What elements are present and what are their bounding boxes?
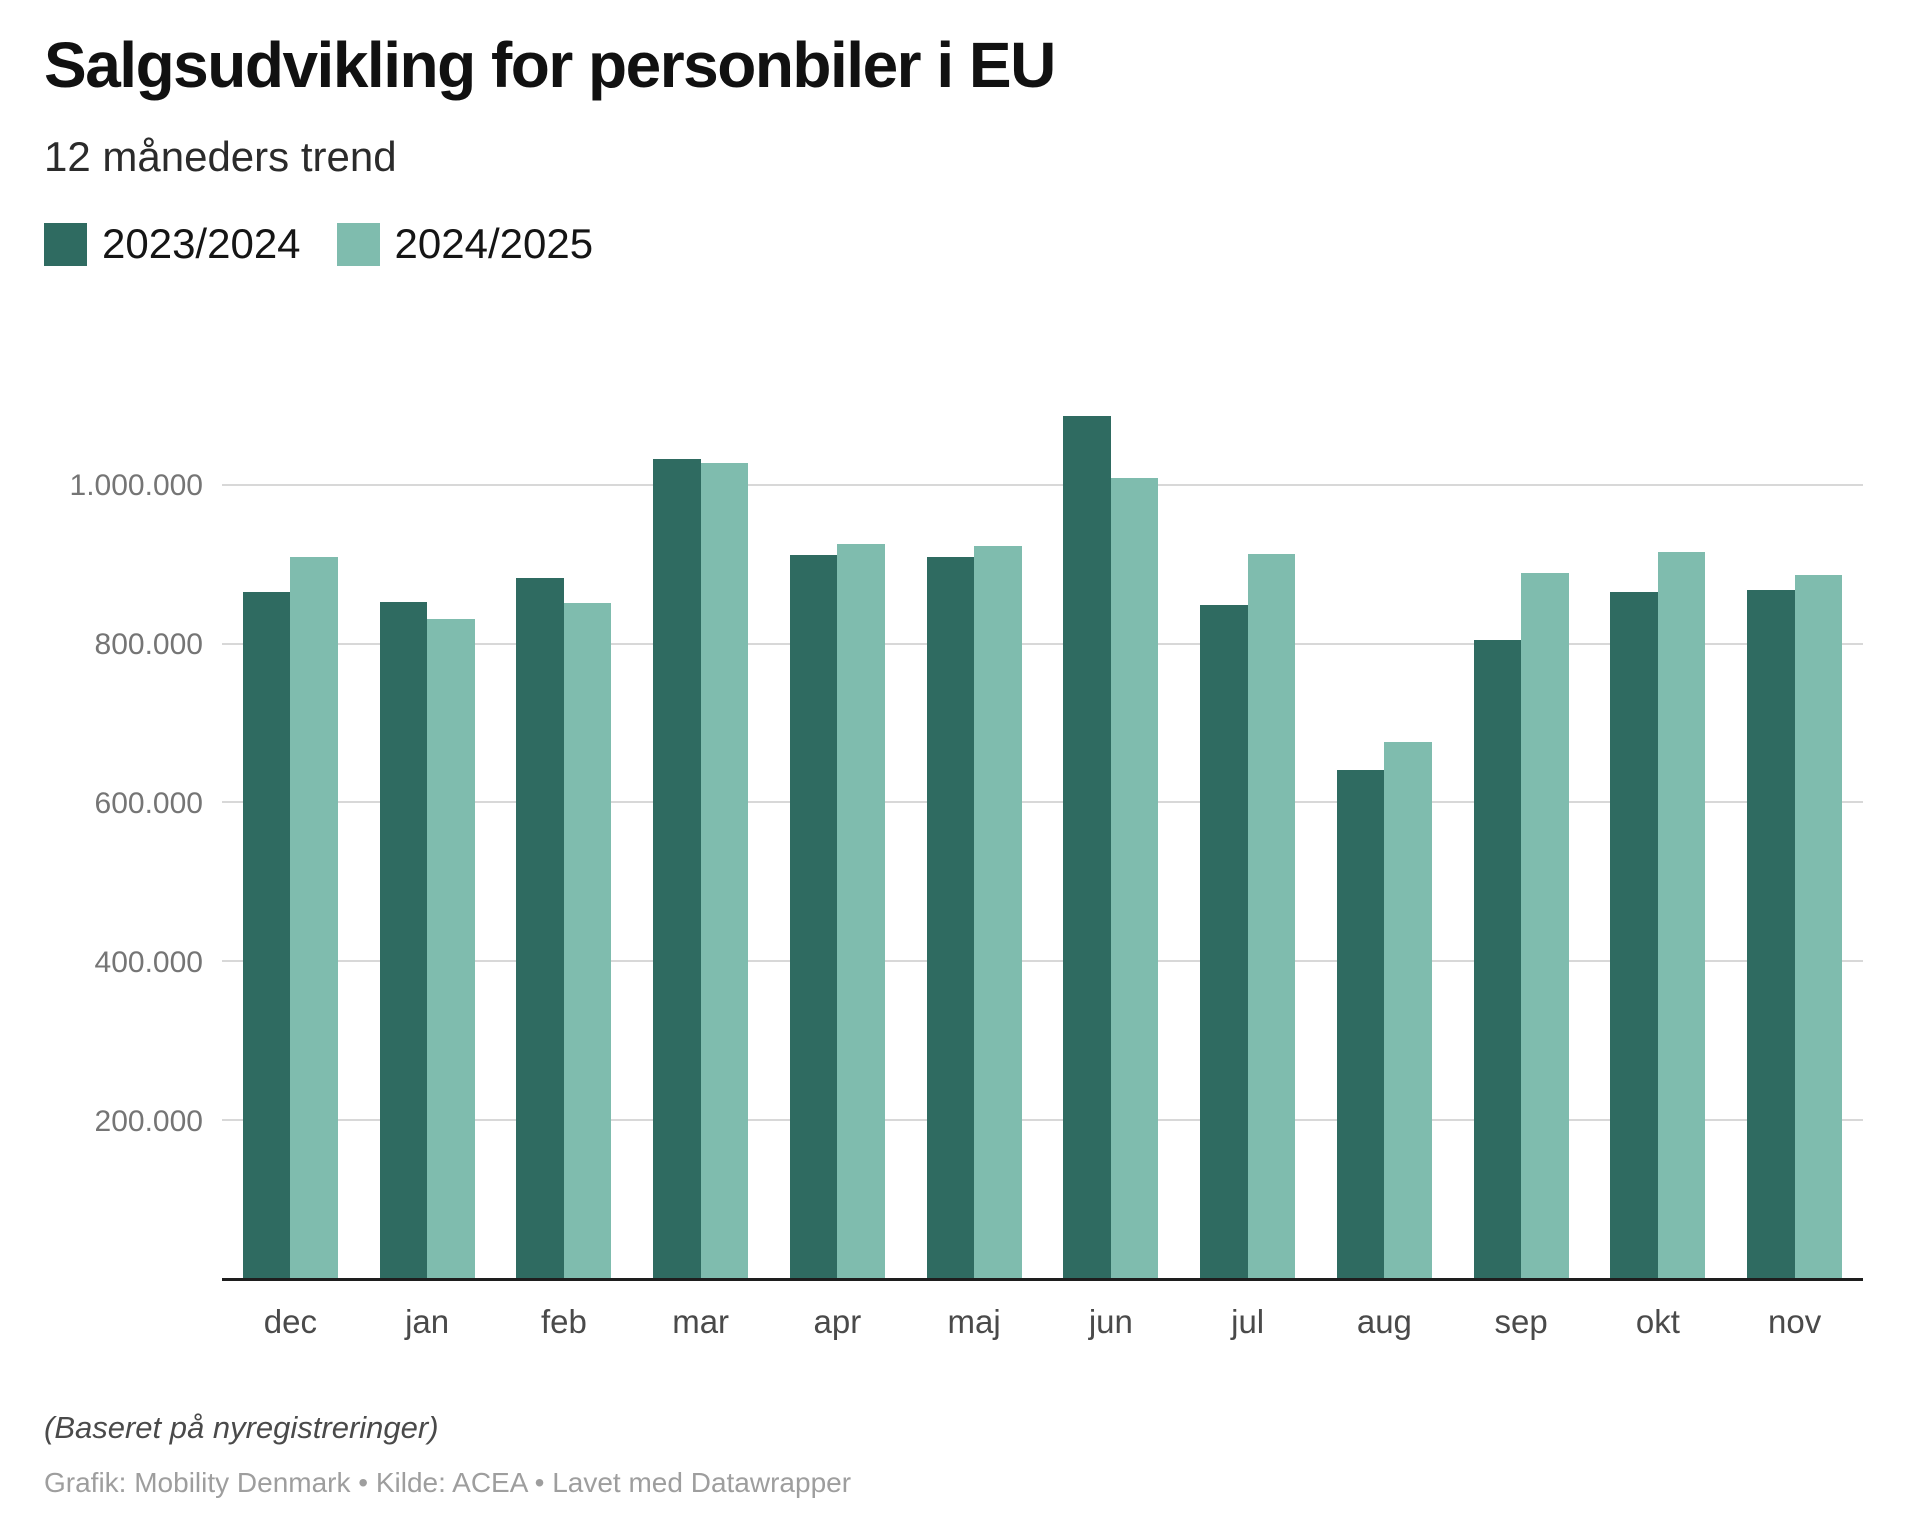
x-axis-label-feb: feb [540,1303,587,1340]
y-axis: 200.000 400.000 600.000 800.000 1.000.000 [0,300,203,1281]
bar-2023-2024-dec[interactable] [242,591,291,1278]
x-axis-label-aug: aug [1356,1303,1412,1340]
x-axis-label-maj: maj [947,1303,1001,1340]
bar-2024-2025-jan[interactable] [427,618,475,1278]
bar-group-mar [632,300,769,1278]
y-axis-label: 200.000 [94,1105,203,1139]
gridline [222,484,1863,487]
bar-pair-maj [926,300,1022,1278]
legend-label: 2024/2025 [394,220,594,268]
bar-2024-2025-aug[interactable] [1384,742,1432,1278]
gridline [222,959,1863,962]
bar-2024-2025-apr[interactable] [837,544,885,1278]
bar-2024-2025-maj[interactable] [974,545,1022,1278]
legend-item-2023-2024: 2023/2024 [44,220,301,268]
legend-label: 2023/2024 [102,220,301,268]
bar-2023-2024-apr[interactable] [789,555,838,1278]
bar-2023-2024-feb[interactable] [516,578,564,1278]
chart-footer: (Baseret på nyregistreringer) Grafik: Mo… [44,1406,851,1502]
y-axis-label: 800.000 [94,628,203,662]
bar-2024-2025-dec[interactable] [290,556,338,1278]
bars-layer [222,300,1863,1278]
legend-swatch-2023-2024 [44,222,87,266]
bar-group-aug [1316,300,1453,1278]
bar-group-jun [1043,300,1180,1278]
bar-2023-2024-okt[interactable] [1610,592,1658,1278]
bar-2023-2024-aug[interactable] [1336,769,1385,1278]
x-axis-label-dec: dec [263,1303,317,1340]
bar-group-jul [1179,300,1316,1278]
bar-pair-aug [1336,300,1432,1278]
bar-pair-dec [242,300,338,1278]
x-axis-label-apr: apr [813,1303,862,1340]
bar-group-sep [1453,300,1590,1278]
x-axis-label-jun: jun [1088,1303,1133,1340]
chart-note: (Baseret på nyregistreringer) [44,1410,439,1445]
x-axis-label-nov: nov [1768,1303,1822,1340]
bar-pair-jan [379,300,475,1278]
bar-group-maj [906,300,1043,1278]
bar-2024-2025-jun[interactable] [1110,478,1159,1278]
gridline [222,642,1863,645]
bar-2024-2025-feb[interactable] [563,602,612,1278]
bar-pair-feb [516,300,612,1278]
y-axis-label: 600.000 [94,787,203,821]
bar-pair-nov [1747,300,1843,1278]
legend-swatch-2024-2025 [336,222,380,266]
legend-item-2024-2025: 2024/2025 [336,220,594,268]
x-axis-label-jan: jan [405,1303,450,1340]
x-axis-label-mar: mar [672,1303,730,1340]
bar-group-jan [359,300,496,1278]
bar-pair-jul [1200,300,1296,1278]
bar-pair-okt [1610,300,1706,1278]
bar-chart: 200.000 400.000 600.000 800.000 1.000.000 de… [0,300,1920,1340]
bar-pair-sep [1473,300,1569,1278]
bar-2023-2024-mar[interactable] [653,459,701,1278]
plot-area [222,300,1863,1281]
gridline [222,801,1863,804]
x-axis: dec jan feb mar apr maj jun jul aug sep okt nov [222,1303,1863,1341]
chart-legend: 2023/2024 2024/2025 [44,220,1055,268]
bar-group-feb [496,300,633,1278]
bar-2023-2024-maj[interactable] [926,556,975,1278]
bar-group-apr [769,300,906,1278]
bar-2024-2025-nov[interactable] [1794,575,1843,1278]
x-axis-label-okt: okt [1635,1303,1680,1340]
y-axis-label: 1.000.000 [69,469,203,503]
gridline [222,1118,1863,1121]
bar-2023-2024-jul[interactable] [1200,605,1248,1278]
bar-2024-2025-jul[interactable] [1247,554,1296,1278]
bar-group-nov [1726,300,1863,1278]
bar-pair-apr [789,300,885,1278]
x-axis-label-jul: jul [1231,1303,1265,1340]
page-title: Salgsudvikling for personbiler i EU [44,29,1056,101]
bar-pair-jun [1063,300,1159,1278]
chart-credit: Grafik: Mobility Denmark • Kilde: ACEA •… [44,1467,852,1499]
bar-2023-2024-jun[interactable] [1063,415,1111,1278]
bar-2023-2024-nov[interactable] [1747,590,1795,1278]
bar-2023-2024-jan[interactable] [379,601,428,1278]
bar-group-okt [1590,300,1727,1278]
x-axis-label-sep: sep [1494,1303,1548,1340]
chart-subtitle: 12 måneders trend [44,132,397,180]
bar-2024-2025-sep[interactable] [1521,573,1569,1278]
bar-2023-2024-sep[interactable] [1473,640,1522,1278]
bar-2024-2025-mar[interactable] [700,463,749,1278]
chart-header: Salgsudvikling for personbiler i EU 12 m… [44,29,1056,268]
bar-group-dec [222,300,359,1278]
bar-2024-2025-okt[interactable] [1657,552,1706,1278]
y-axis-label: 400.000 [94,946,203,980]
bar-pair-mar [653,300,749,1278]
